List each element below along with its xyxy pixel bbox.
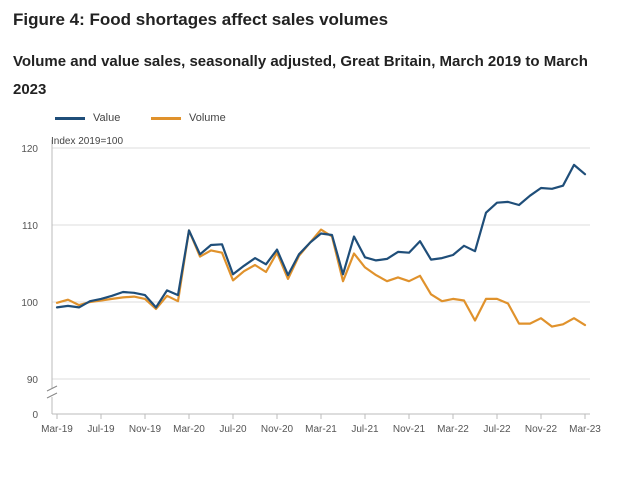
series-lines: [55, 163, 587, 328]
legend-label-volume: Volume: [189, 112, 226, 124]
x-tick-label: Jul-20: [219, 424, 247, 435]
figure-title: Figure 4: Food shortages affect sales vo…: [13, 10, 389, 29]
y-tick-label: 110: [22, 221, 38, 232]
x-tick-label: Nov-22: [525, 424, 558, 435]
x-tick-label: Mar-23: [569, 424, 601, 435]
x-tick-label: Nov-21: [393, 424, 426, 435]
x-tick-label: Mar-21: [305, 424, 337, 435]
legend-swatch-value: [55, 116, 85, 120]
y-axis: 120 110 100 90 0: [21, 140, 58, 421]
series-line-volume[interactable]: [55, 228, 587, 328]
legend-label-value: Value: [93, 112, 121, 124]
x-tick-label: Mar-22: [437, 424, 469, 435]
legend-swatch-volume: [151, 116, 181, 120]
x-tick-label: Mar-19: [41, 424, 73, 435]
x-tick-label: Nov-19: [129, 424, 162, 435]
y-tick-label: 100: [21, 298, 38, 309]
legend-item-volume[interactable]: Volume: [151, 112, 226, 124]
figure-subtitle: Volume and value sales, seasonally adjus…: [13, 53, 588, 98]
x-axis: Mar-19 Jul-19 Nov-19 Mar-20 Jul-20 Nov-20 Mar-…: [41, 413, 601, 435]
x-tick-label: Nov-20: [261, 424, 294, 435]
x-tick-label: Mar-20: [173, 424, 205, 435]
y-tick-label-zero: 0: [32, 410, 38, 421]
x-tick-label: Jul-21: [351, 424, 379, 435]
axis-break-mark-top: [46, 385, 58, 392]
series-line-value[interactable]: [55, 163, 587, 309]
x-tick-label: Jul-19: [87, 424, 115, 435]
gridlines: [52, 147, 590, 380]
legend-item-value[interactable]: Value: [55, 112, 120, 124]
y-axis-unit-label: Index 2019=100: [51, 136, 123, 147]
y-tick-label: 90: [27, 375, 39, 386]
x-tick-label: Jul-22: [483, 424, 511, 435]
y-tick-label: 120: [21, 144, 38, 155]
axis-break-mark-bottom: [46, 392, 58, 399]
